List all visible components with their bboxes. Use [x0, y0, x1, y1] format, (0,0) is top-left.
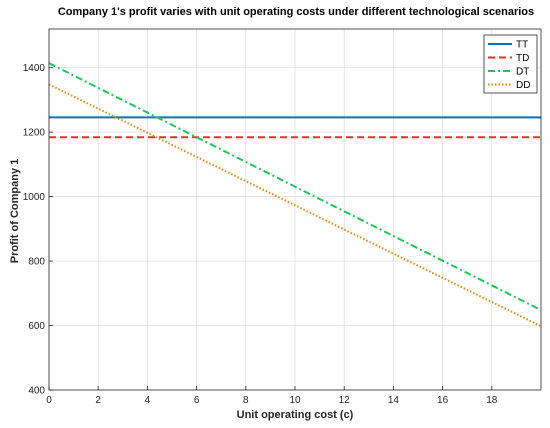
x-tick-label: 14 — [388, 395, 400, 406]
legend-label-td: TD — [516, 53, 529, 64]
x-tick-label: 8 — [243, 395, 249, 406]
x-tick-label: 6 — [194, 395, 200, 406]
y-tick-label: 600 — [28, 321, 45, 332]
x-axis-title: Unit operating cost (c) — [237, 409, 354, 421]
legend-label-dt: DT — [516, 67, 529, 78]
y-tick-label: 1400 — [23, 63, 46, 74]
x-tick-label: 10 — [289, 395, 301, 406]
y-tick-label: 800 — [28, 257, 45, 268]
x-tick-label: 18 — [486, 395, 498, 406]
chart-title: Company 1's profit varies with unit oper… — [58, 6, 534, 18]
x-tick-label: 12 — [339, 395, 351, 406]
x-tick-label: 2 — [95, 395, 101, 406]
x-axis-ticks: 0 2 4 6 8 10 12 14 16 18 — [46, 386, 498, 406]
series-line-dd — [48, 83, 542, 328]
x-tick-label: 16 — [437, 395, 449, 406]
x-tick-label: 4 — [145, 395, 151, 406]
y-tick-label: 1200 — [23, 128, 46, 139]
y-axis-title: Profit of Company 1 — [9, 159, 21, 264]
series-line-dt — [48, 62, 542, 311]
x-tick-label: 0 — [46, 395, 52, 406]
legend-label-dd: DD — [516, 80, 530, 91]
grid — [48, 29, 541, 391]
y-tick-label: 1000 — [23, 192, 46, 203]
series-layer — [48, 62, 542, 328]
legend: TT TD DT DD — [483, 34, 538, 94]
y-tick-label: 400 — [28, 386, 45, 397]
y-axis-ticks: 400 600 800 1000 1200 1400 — [23, 63, 53, 397]
legend-label-tt: TT — [516, 40, 528, 51]
